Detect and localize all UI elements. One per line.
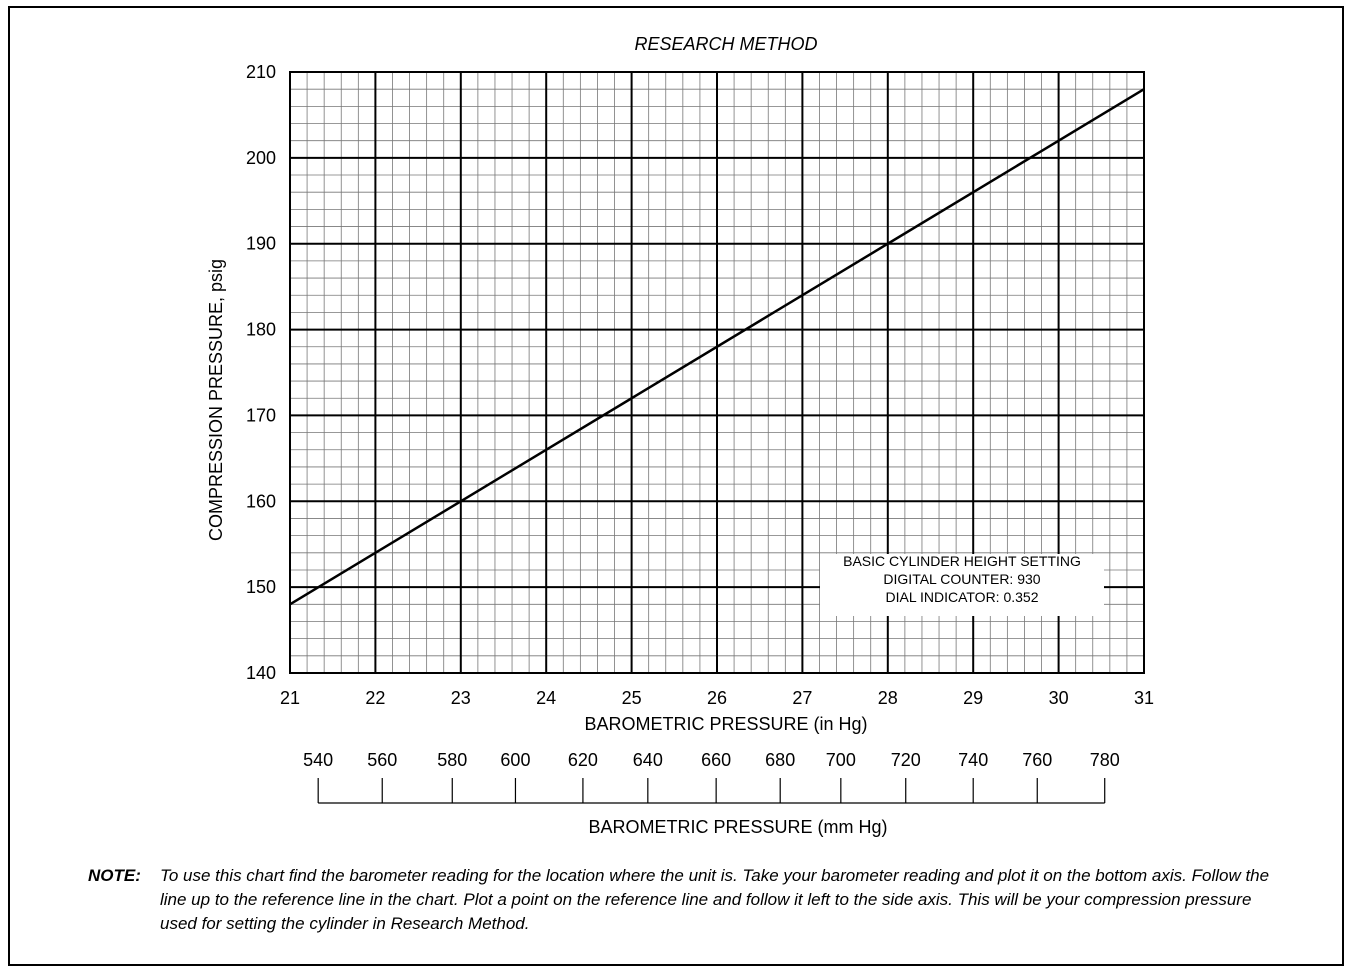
y-tick-labels: 210 200 190 180 170 160 150 140	[246, 62, 276, 683]
annotation-line: DIGITAL COUNTER: 930	[883, 571, 1040, 587]
y-tick-label: 210	[246, 62, 276, 82]
y-tick-label: 170	[246, 405, 276, 425]
mm-hg-tick-label: 540	[303, 750, 333, 770]
x-tick-label: 22	[365, 688, 385, 708]
mm-hg-tick-label: 620	[568, 750, 598, 770]
y-axis-label: COMPRESSION PRESSURE, psig	[206, 259, 226, 541]
y-tick-label: 180	[246, 320, 276, 340]
mm-hg-tick-label: 580	[437, 750, 467, 770]
plot-area	[289, 71, 1145, 674]
compression-pressure-chart: RESEARCH METHOD BASIC CYLINDER HEIGHT SE…	[206, 34, 1154, 837]
mm-hg-tick-label: 560	[367, 750, 397, 770]
mm-hg-tick-label: 700	[826, 750, 856, 770]
mm-hg-tick-label: 680	[765, 750, 795, 770]
x-axis-label: BAROMETRIC PRESSURE (in Hg)	[584, 714, 867, 734]
x-tick-label: 25	[622, 688, 642, 708]
reference-line	[289, 88, 1145, 606]
y-tick-label: 200	[246, 148, 276, 168]
usage-note: NOTE: To use this chart find the baromet…	[88, 864, 1288, 936]
x-tick-label: 21	[280, 688, 300, 708]
mm-hg-axis-label: BAROMETRIC PRESSURE (mm Hg)	[588, 817, 887, 837]
x-tick-label: 23	[451, 688, 471, 708]
mm-hg-tick-label: 640	[633, 750, 663, 770]
mm-hg-tick-label: 600	[500, 750, 530, 770]
x-tick-labels: 21 22 23 24 25 26 27 28 29 30 31	[280, 688, 1154, 708]
mm-hg-tick-label: 760	[1022, 750, 1052, 770]
annotation-box	[820, 554, 1104, 616]
y-tick-label: 160	[246, 491, 276, 511]
mm-hg-tick-label: 780	[1090, 750, 1120, 770]
x-tick-label: 30	[1049, 688, 1069, 708]
x-tick-label: 26	[707, 688, 727, 708]
y-tick-label: 150	[246, 577, 276, 597]
x-tick-label: 27	[792, 688, 812, 708]
cylinder-setting-annotation: BASIC CYLINDER HEIGHT SETTING DIGITAL COU…	[820, 553, 1104, 616]
mm-hg-tick-label: 720	[891, 750, 921, 770]
note-label: NOTE:	[88, 866, 141, 885]
y-tick-label: 190	[246, 234, 276, 254]
chart-title: RESEARCH METHOD	[634, 34, 817, 54]
annotation-line: DIAL INDICATOR: 0.352	[885, 589, 1038, 605]
mm-hg-axis: 540 560 580 600 620 640 660 680 700 720 740 760 780	[303, 750, 1120, 804]
annotation-line: BASIC CYLINDER HEIGHT SETTING	[843, 553, 1081, 569]
reference-line-layer	[289, 88, 1145, 606]
x-tick-label: 28	[878, 688, 898, 708]
mm-hg-tick-label: 740	[958, 750, 988, 770]
x-tick-label: 24	[536, 688, 556, 708]
mm-hg-tick-label: 660	[701, 750, 731, 770]
note-text: To use this chart find the barometer rea…	[160, 866, 1270, 933]
x-tick-label: 31	[1134, 688, 1154, 708]
x-tick-label: 29	[963, 688, 983, 708]
y-tick-label: 140	[246, 663, 276, 683]
